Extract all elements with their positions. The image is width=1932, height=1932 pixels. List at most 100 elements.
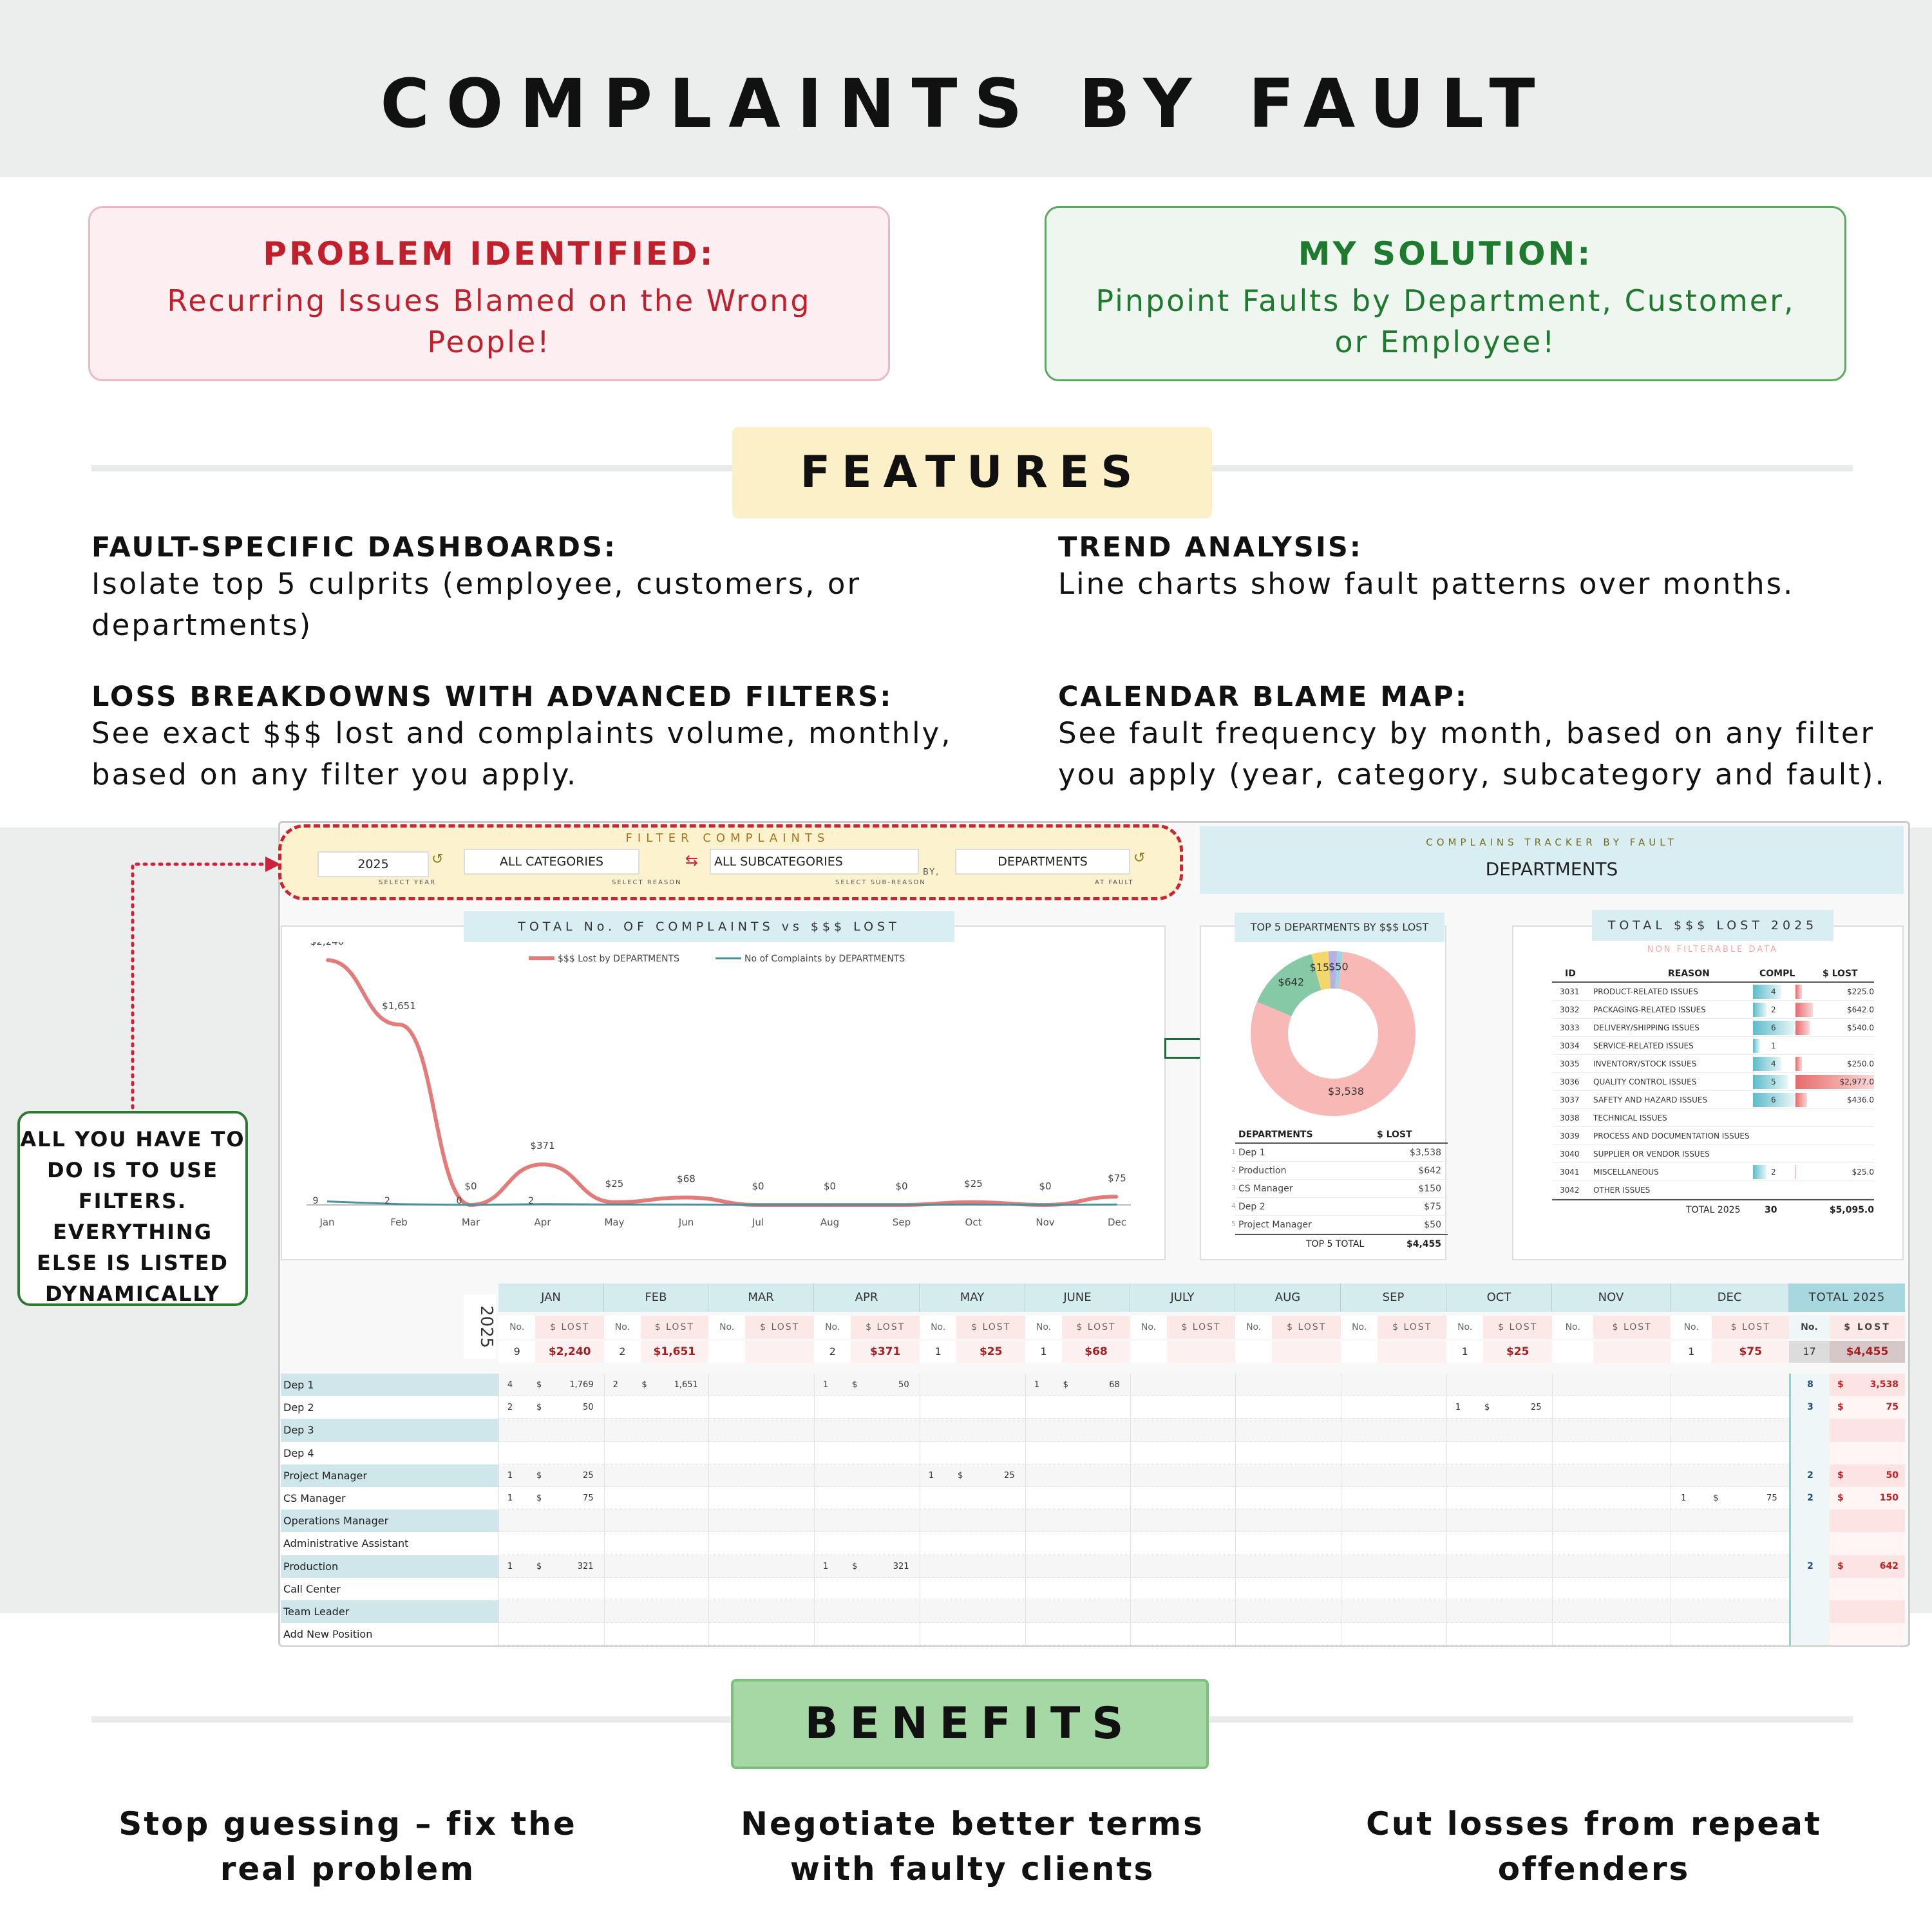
lost-row-id: 3035	[1560, 1059, 1580, 1068]
lost-table-row: 3037 SAFETY AND HAZARD ISSUES 6 $436.0	[1552, 1091, 1874, 1109]
lost-row-reason: PROCESS AND DOCUMENTATION ISSUES	[1593, 1132, 1750, 1141]
donut-slice-3	[1328, 951, 1338, 989]
x-tick-label: Nov	[1036, 1217, 1054, 1228]
lost-row-id: 3036	[1560, 1077, 1580, 1086]
benefit-cut-losses: Cut losses from repeat offenders	[1366, 1805, 1822, 1888]
lost-table-col-header: $ LOST	[1823, 969, 1858, 979]
top5-table: DEPARTMENTS $ LOST 1 Dep 1 $3,538 2 Producti…	[1231, 1127, 1448, 1253]
top5-row: 4 Dep 2 $75	[1231, 1198, 1448, 1216]
complaints-data-label: 2	[384, 1196, 390, 1206]
lost-table-row: 3042 OTHER ISSUES	[1552, 1181, 1874, 1199]
header-band	[0, 0, 1932, 177]
x-tick-label: Mar	[462, 1217, 480, 1228]
lost-bar	[1795, 1165, 1797, 1179]
lost-table-total: TOTAL 2025 30 $5,095.0	[1552, 1199, 1874, 1218]
top5-row-name: Dep 1	[1238, 1148, 1265, 1158]
lost-table-subtitle: NON FILTERABLE DATA	[1647, 945, 1779, 954]
lost-row-reason: QUALITY CONTROL ISSUES	[1593, 1077, 1697, 1086]
lost-bar	[1795, 985, 1802, 999]
lost-table-row: 3038 TECHNICAL ISSUES	[1552, 1109, 1874, 1127]
compl-bar	[1753, 1021, 1795, 1035]
filter-title: FILTER COMPLAINTS	[625, 831, 830, 845]
x-tick-label: Feb	[390, 1217, 408, 1228]
lost-row-value: $2,977.0	[1839, 1077, 1874, 1086]
lost-data-label: $68	[677, 1173, 696, 1184]
top5-row-value: $3,538	[1410, 1148, 1441, 1158]
reset-icon[interactable]: ↺	[431, 851, 444, 867]
lost-row-reason: MISCELLANEOUS	[1593, 1168, 1659, 1177]
top5-total-label: TOP 5 TOTAL	[1306, 1239, 1365, 1249]
lost-row-reason: SAFETY AND HAZARD ISSUES	[1593, 1095, 1708, 1104]
selected-cell-marker[interactable]	[1164, 1038, 1202, 1059]
lost-table-col-header: REASON	[1668, 969, 1710, 979]
line-chart: $$$ Lost by DEPARTMENTS No of Complaints …	[307, 942, 1131, 1228]
legend-label-0: $$$ Lost by DEPARTMENTS	[558, 954, 679, 964]
top5-row-value: $150	[1418, 1184, 1441, 1194]
lost-row-compl: 6	[1771, 1095, 1776, 1104]
donut-slice-1	[1256, 954, 1321, 1016]
x-tick-label: Jun	[678, 1217, 694, 1228]
lost-table-row: 3035 INVENTORY/STOCK ISSUES 4 $250.0	[1552, 1055, 1874, 1073]
compl-bar	[1753, 1075, 1788, 1089]
lost-row-reason: OTHER ISSUES	[1593, 1186, 1651, 1195]
category-select[interactable]: ALL CATEGORIES	[464, 849, 639, 875]
year-select[interactable]: 2025	[317, 851, 429, 877]
solution-heading: MY SOLUTION:	[1298, 235, 1593, 272]
complaints-data-label: 0	[457, 1196, 462, 1206]
top5-row-value: $642	[1418, 1166, 1441, 1176]
features-banner: FEATURES	[732, 427, 1212, 518]
x-tick-label: Jul	[752, 1217, 764, 1228]
top5-col-departments: DEPARTMENTS	[1238, 1130, 1313, 1140]
feature-loss-breakdowns: LOSS BREAKDOWNS WITH ADVANCED FILTERS: S…	[91, 681, 952, 791]
fault-reset-icon[interactable]: ↺	[1133, 850, 1146, 866]
benefit-negotiate: Negotiate better terms with faulty clien…	[741, 1805, 1204, 1888]
lost-bar	[1795, 1075, 1874, 1089]
x-tick-label: Oct	[965, 1217, 982, 1228]
lost-point	[1115, 1195, 1119, 1198]
lost-total-label: TOTAL 2025	[1686, 1205, 1741, 1215]
benefits-banner: BENEFITS	[731, 1679, 1209, 1769]
donut-slice-4	[1335, 951, 1343, 989]
subcategory-select[interactable]: ALL SUBCATEGORIES	[710, 849, 919, 875]
legend-label-1: No of Complaints by DEPARTMENTS	[744, 954, 905, 964]
lost-row-id: 3040	[1560, 1150, 1580, 1159]
lost-table-col-header: ID	[1565, 969, 1576, 979]
lost-row-reason: DELIVERY/SHIPPING ISSUES	[1593, 1023, 1700, 1032]
top5-row-index: 4	[1231, 1202, 1236, 1210]
x-tick-label: Sep	[893, 1217, 911, 1228]
top5-row-name: CS Manager	[1238, 1184, 1293, 1194]
lost-row-value: $225.0	[1847, 987, 1874, 996]
lost-row-compl: 4	[1771, 1059, 1776, 1068]
swap-icon[interactable]: ⇆	[685, 851, 699, 869]
lost-data-label: $0	[752, 1180, 764, 1192]
lost-bar	[1795, 1093, 1808, 1107]
lost-data-label: $25	[964, 1178, 983, 1189]
callout-arrow	[131, 857, 281, 1110]
compl-bar	[1753, 1003, 1767, 1017]
tracker-title: COMPLAINS TRACKER BY FAULT	[1426, 837, 1678, 848]
benefit-fix-problem: Stop guessing – fix the real problem	[118, 1805, 577, 1888]
lost-point	[326, 959, 328, 961]
donut-label: $3,538	[1328, 1085, 1364, 1097]
feature-calendar: CALENDAR BLAME MAP: See fault frequency …	[1058, 681, 1886, 791]
lost-table-row: 3039 PROCESS AND DOCUMENTATION ISSUES	[1552, 1127, 1874, 1145]
donut-slice-0	[1251, 951, 1416, 1116]
lost-table-panel	[1512, 925, 1904, 1260]
lost-bar	[1795, 1003, 1813, 1017]
lost-bar	[1795, 1057, 1802, 1071]
lost-data-label: $371	[530, 1140, 554, 1151]
lost-table-row: 3040 SUPPLIER OR VENDOR ISSUES	[1552, 1145, 1874, 1163]
top5-row: 3 CS Manager $150	[1231, 1180, 1448, 1198]
top5-row-index: 5	[1231, 1220, 1236, 1228]
lost-row-id: 3033	[1560, 1023, 1580, 1032]
lost-row-id: 3038	[1560, 1113, 1580, 1122]
x-tick-label: Apr	[535, 1217, 552, 1228]
fault-select[interactable]: DEPARTMENTS	[955, 849, 1130, 875]
lost-total-compl: 30	[1765, 1205, 1777, 1215]
lost-row-id: 3042	[1560, 1186, 1580, 1195]
donut-slice-2	[1311, 951, 1331, 990]
top5-row: 5 Project Manager $50	[1231, 1216, 1448, 1234]
top5-row-index: 1	[1231, 1148, 1236, 1156]
lost-table-row: 3032 PACKAGING-RELATED ISSUES 2 $642.0	[1552, 1001, 1874, 1019]
x-tick-label: May	[604, 1217, 624, 1228]
